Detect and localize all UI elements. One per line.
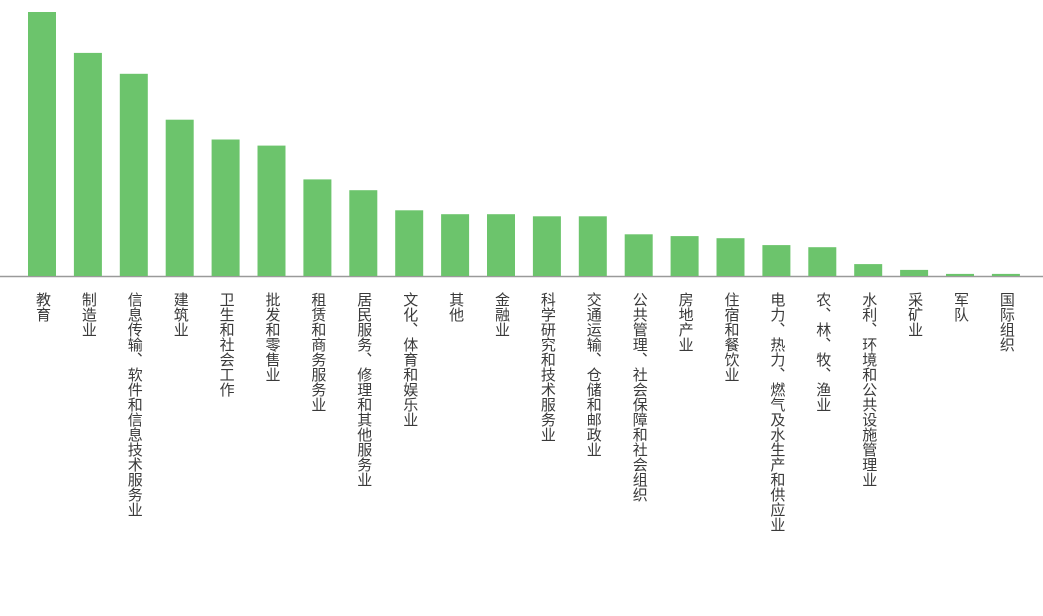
- category-label-19: 采矿业: [906, 292, 925, 337]
- category-label-3: 建筑业: [171, 292, 190, 337]
- bar-21: [991, 273, 1020, 276]
- category-label-6: 租赁和商务服务业: [309, 292, 328, 412]
- category-label-7: 居民服务、修理和其他服务业: [355, 292, 374, 487]
- bar-13: [624, 234, 653, 276]
- category-label-12: 交通运输、仓储和邮政业: [584, 292, 603, 457]
- category-label-11: 科学研究和技术服务业: [538, 292, 557, 442]
- bar-11: [532, 216, 561, 276]
- category-label-9: 其他: [447, 292, 466, 322]
- bar-18: [854, 264, 883, 276]
- bar-5: [257, 145, 286, 276]
- category-label-15: 住宿和餐饮业: [722, 292, 741, 382]
- bar-12: [578, 216, 607, 276]
- bar-6: [303, 179, 332, 276]
- bar-16: [762, 245, 791, 276]
- category-label-10: 金融业: [493, 292, 511, 337]
- category-label-5: 批发和零售业: [263, 292, 282, 382]
- bar-0: [28, 12, 56, 276]
- category-label-4: 卫生和社会工作: [217, 292, 236, 397]
- category-label-0: 教育: [34, 292, 52, 322]
- bar-3: [165, 119, 194, 276]
- bar-8: [395, 210, 424, 276]
- category-label-16: 电力、热力、燃气及水生产和供应业: [768, 292, 787, 532]
- bar-15: [716, 238, 745, 276]
- category-label-17: 农、林、牧、渔业: [814, 292, 833, 412]
- category-label-8: 文化、体育和娱乐业: [401, 292, 420, 427]
- category-label-14: 房地产业: [676, 292, 695, 352]
- category-label-1: 制造业: [79, 292, 98, 337]
- bar-17: [808, 247, 837, 276]
- bar-9: [441, 214, 470, 276]
- bar-7: [349, 190, 378, 276]
- bar-19: [900, 269, 929, 276]
- category-label-21: 国际组织: [997, 292, 1016, 352]
- bar-1: [73, 52, 102, 277]
- category-label-2: 信息传输、软件和信息技术服务业: [125, 292, 144, 517]
- bar-2: [119, 73, 148, 276]
- bar-4: [211, 139, 240, 276]
- bar-14: [670, 236, 699, 276]
- category-label-13: 公共管理、社会保障和社会组织: [630, 292, 649, 502]
- bar-10: [487, 214, 515, 276]
- category-label-20: 军队: [952, 292, 970, 322]
- category-label-18: 水利、环境和公共设施管理业: [860, 292, 879, 487]
- bar-20: [946, 273, 974, 276]
